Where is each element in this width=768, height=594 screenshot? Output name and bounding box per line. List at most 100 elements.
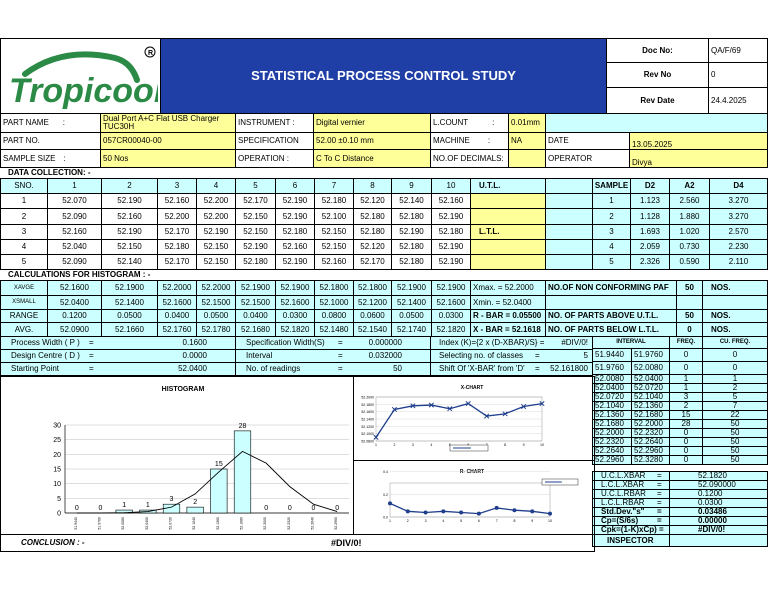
calc-cell-xavg: 52.1600 [47, 280, 102, 296]
decimals-label: NO.OF DECIMALS: [430, 149, 509, 168]
histogram-data-label: 1 [146, 502, 150, 509]
freq-upper: 52.0080 [631, 361, 670, 375]
r-chart-xtick: 6 [478, 519, 480, 523]
dc-sno: 3 [0, 224, 48, 240]
histogram-data-label: 0 [312, 505, 316, 512]
dc-cell: 52.190 [196, 224, 236, 240]
r-chart-xtick: 9 [531, 519, 533, 523]
histogram-xtick: 52.1360 [216, 517, 220, 530]
calculations-title: CALCULATIONS FOR HISTOGRAM : - [8, 270, 151, 279]
calc-cell-xsmall: 52.1400 [101, 295, 158, 310]
x-chart-point [484, 413, 490, 419]
r-chart-ytick: 0.4 [383, 470, 388, 474]
r-chart-xtick: 1 [389, 519, 391, 523]
param-dc-right: Selecting no. of classes = 5 [430, 349, 593, 363]
const-cell: 1.880 [669, 208, 710, 225]
dc-cell: 52.120 [353, 239, 392, 255]
instrument-label: INSTRUMENT : [235, 113, 314, 133]
sample-size-value: 50 Nos [100, 149, 236, 168]
histogram-bar [186, 506, 204, 514]
dc-cell: 52.200 [196, 208, 236, 225]
calc-cell-xsmall: 52.1600 [157, 295, 197, 310]
stat-unit-below-ltl: NOS. [702, 322, 768, 337]
histogram-chart: HISTOGRAM051015202530051.9440051.9760152… [53, 386, 349, 530]
dc-cell: 52.090 [47, 254, 102, 270]
histogram-xtick: 51.9440 [74, 517, 78, 530]
x-chart-xtick: 10 [540, 443, 544, 447]
histogram-xtick: 52.2000 [263, 517, 267, 530]
dc-cell: 52.160 [275, 239, 315, 255]
histogram-ytick: 5 [57, 496, 61, 503]
specification-label: SPECIFICATION [235, 132, 314, 150]
r-chart-point [476, 511, 481, 516]
r-chart-point [405, 509, 410, 514]
calc-cell-xsmall: 52.1600 [275, 295, 315, 310]
const-cell: 3.270 [709, 193, 768, 209]
calc-cell-range: 0.0400 [157, 309, 197, 323]
r-chart-point [494, 505, 499, 510]
dc-cell: 52.180 [353, 208, 392, 225]
const-cell: 0.730 [669, 239, 710, 255]
histogram-ytick: 0 [57, 511, 61, 518]
instrument-value: Digital vernier [313, 113, 431, 133]
dc-header-4: 4 [196, 178, 236, 194]
dc-gap-cell [545, 208, 593, 225]
calc-cell-xsmall: 52.1500 [235, 295, 276, 310]
calc-cell-xsmall: 52.1500 [196, 295, 236, 310]
date-value: 13.05.2025 [629, 132, 768, 150]
param-dc-left: Design Centre ( D ) = 0.0000 [0, 349, 236, 363]
inspector-value [669, 534, 768, 547]
dc-header-SNO.: SNO. [0, 178, 48, 194]
dc-cell: 52.190 [275, 254, 315, 270]
lcount-value: 0.01mm [508, 113, 546, 133]
x-chart-point [539, 401, 545, 407]
calc-cell-xsmall: 52.1200 [353, 295, 392, 310]
x-chart-xtick: 1 [375, 443, 377, 447]
xmax-row: Xmax. = 52.2000 [470, 280, 546, 296]
r-chart-title: R- CHART [460, 469, 484, 475]
dc-gap-cell [545, 239, 593, 255]
dc-tolerance-cell [470, 193, 546, 209]
dc-gap-cell [545, 254, 593, 270]
calc-cell-avg: 52.0900 [47, 322, 102, 337]
x-chart-xtick: 9 [523, 443, 525, 447]
calc-label-xsmall: XSMALL [0, 295, 48, 310]
dc-cell: 52.160 [47, 224, 102, 240]
calc-cell-xsmall: 52.1000 [314, 295, 354, 310]
calc-cell-xavg: 52.1900 [101, 280, 158, 296]
calc-cell-range: 0.0300 [431, 309, 471, 323]
dc-header-2: 2 [101, 178, 158, 194]
utl-label: U.T.L. [470, 178, 546, 194]
calc-cell-xavg: 52.1900 [431, 280, 471, 296]
dc-header-10: 10 [431, 178, 471, 194]
dc-cell: 52.150 [196, 239, 236, 255]
dc-cell: 52.180 [353, 224, 392, 240]
param-pw-mid: Specification Width(S) = 0.000000 [235, 336, 431, 350]
stat-unit-above-utl: NOS. [702, 309, 768, 323]
x-chart-point [502, 411, 508, 417]
dc-cell: 52.190 [101, 224, 158, 240]
doc-no-label: Doc No: [606, 38, 709, 63]
dc-cell: 52.160 [314, 254, 354, 270]
calc-cell-avg: 52.1820 [275, 322, 315, 337]
dc-cell: 52.180 [275, 224, 315, 240]
histogram-xtick: 52.0080 [121, 517, 125, 530]
machine-label: MACHINE: [430, 132, 509, 150]
tropicool-logo: R Tropicool [9, 46, 158, 110]
r-chart-xtick: 5 [460, 519, 462, 523]
calc-cell-xavg: 52.1900 [391, 280, 432, 296]
x-chart-point [373, 434, 379, 440]
r-chart-xtick: 7 [496, 519, 498, 523]
rev-no-label: Rev No [606, 62, 709, 88]
x-chart-xtick: 4 [430, 443, 432, 447]
dc-cell: 52.160 [431, 193, 471, 209]
histogram-xtick: 52.0400 [145, 517, 149, 530]
const-sample: 3 [592, 224, 631, 240]
dc-cell: 52.190 [275, 193, 315, 209]
dc-cell: 52.170 [157, 224, 197, 240]
dc-cell: 52.170 [157, 254, 197, 270]
calc-cell-xavg: 52.1900 [275, 280, 315, 296]
const-cell: 1.128 [630, 208, 670, 225]
dc-sno: 4 [0, 239, 48, 255]
rev-no-value: 0 [708, 62, 768, 88]
